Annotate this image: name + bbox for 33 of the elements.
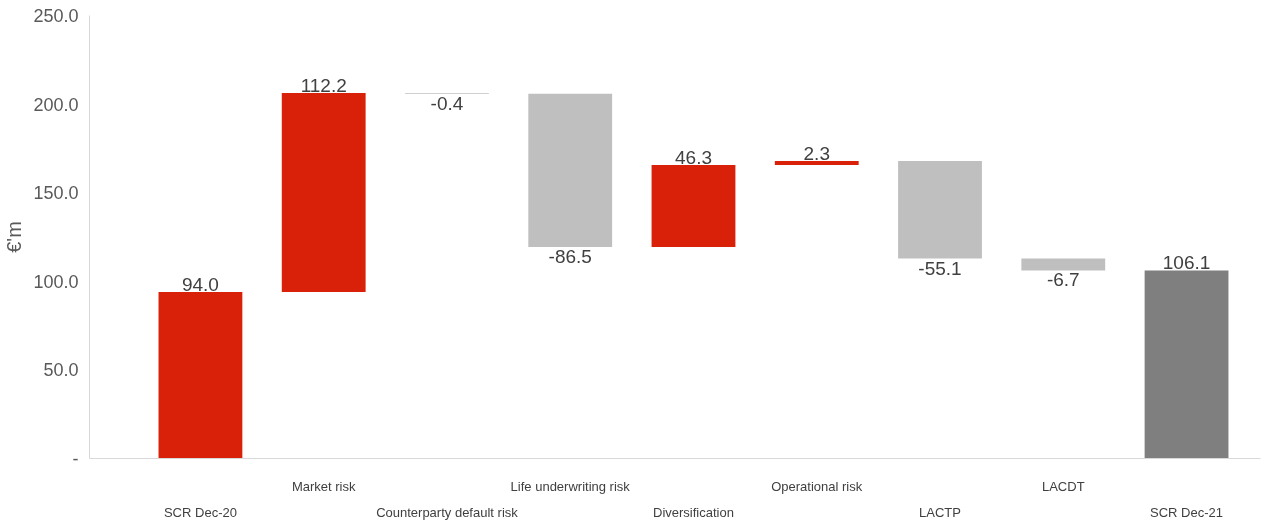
y-tick-label: 250.0 bbox=[33, 6, 79, 26]
bar bbox=[774, 160, 859, 166]
y-tick-label: 100.0 bbox=[33, 271, 79, 292]
data-label: -0.4 bbox=[430, 92, 464, 114]
data-label: -86.5 bbox=[548, 246, 592, 268]
x-tick-label: SCR Dec-20 bbox=[163, 504, 237, 520]
x-tick-label: Life underwriting risk bbox=[510, 478, 631, 494]
data-label: 112.2 bbox=[300, 75, 347, 97]
x-tick-label: LACDT bbox=[1041, 478, 1085, 494]
x-tick-label: Market risk bbox=[291, 478, 356, 494]
bar bbox=[158, 291, 243, 459]
data-label: 2.3 bbox=[803, 142, 830, 164]
x-tick-label: LACTP bbox=[919, 504, 961, 520]
bar bbox=[528, 93, 613, 248]
y-tick-label: - bbox=[72, 449, 79, 469]
y-axis-title: €'m bbox=[3, 221, 26, 253]
x-tick-label: Counterparty default risk bbox=[376, 504, 519, 520]
data-label: 94.0 bbox=[181, 273, 219, 295]
x-tick-label: Diversification bbox=[653, 504, 734, 520]
data-label: 46.3 bbox=[675, 147, 712, 169]
y-tick-label: 200.0 bbox=[33, 94, 79, 115]
bar bbox=[651, 165, 736, 248]
bar bbox=[281, 93, 366, 292]
y-tick-label: 50.0 bbox=[43, 360, 79, 381]
data-label: -55.1 bbox=[918, 257, 962, 279]
data-label: 106.1 bbox=[1162, 252, 1211, 274]
bar bbox=[1021, 258, 1106, 271]
y-tick-label: 150.0 bbox=[33, 183, 79, 204]
x-tick-label: Operational risk bbox=[771, 478, 863, 494]
bar bbox=[898, 160, 982, 259]
data-label: -6.7 bbox=[1046, 269, 1080, 291]
bar bbox=[1144, 270, 1229, 459]
x-tick-label: SCR Dec-21 bbox=[1150, 504, 1224, 520]
